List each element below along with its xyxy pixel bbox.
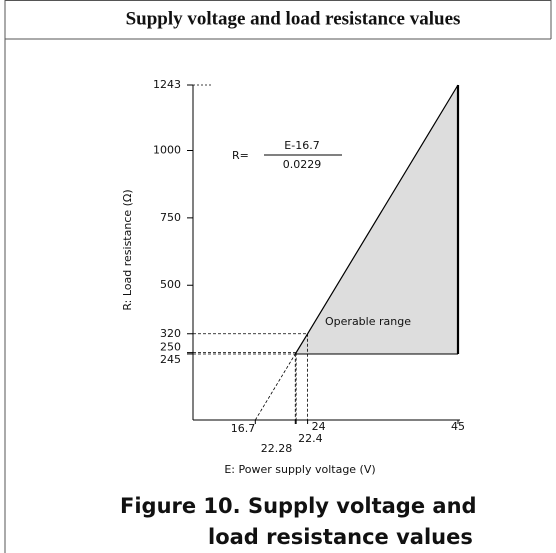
y-tick-label: 750	[160, 211, 181, 224]
caption: Figure 10. Supply voltage and	[120, 494, 477, 518]
y-tick-label: 245	[160, 353, 181, 366]
y-tick-label: 250	[160, 341, 181, 354]
caption: load resistance values	[208, 525, 473, 549]
x-tick-label: 22.4	[298, 432, 323, 445]
y-tick-label: 1000	[153, 143, 181, 156]
x-tick-label: 45	[451, 420, 465, 433]
y-tick-label: 320	[160, 327, 181, 340]
header-title: Supply voltage and load resistance value…	[126, 8, 461, 29]
formula-numerator: E-16.7	[284, 139, 319, 152]
x-tick-label: 16.7	[231, 422, 256, 435]
formula-denominator: 0.0229	[283, 158, 322, 171]
annotation: Operable range	[325, 315, 411, 328]
line	[294, 84, 459, 355]
x-axis-label: E: Power supply voltage (V)	[224, 463, 375, 476]
line-extension	[254, 353, 296, 421]
formula-lhs: R=	[232, 149, 249, 162]
x-tick-label: 22.28	[261, 442, 293, 455]
y-axis-label: R: Load resistance (Ω)	[121, 189, 134, 310]
y-tick-label: 1243	[153, 78, 181, 91]
y-tick-label: 500	[160, 278, 181, 291]
x-tick-label: 24	[312, 420, 326, 433]
